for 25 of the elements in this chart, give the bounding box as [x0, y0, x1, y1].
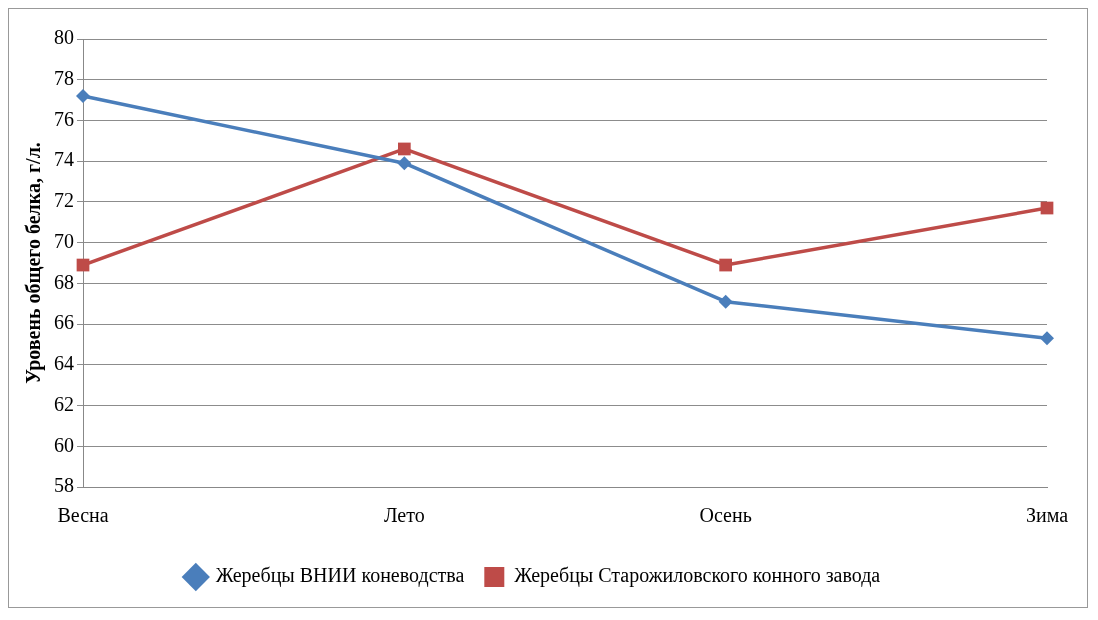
- y-tick-label: 62: [54, 392, 74, 415]
- y-tick-label: 76: [54, 107, 74, 130]
- point: [76, 89, 90, 104]
- y-tick-label: 70: [54, 229, 74, 252]
- x-tick-label: Лето: [383, 504, 425, 527]
- y-tick-label: 74: [54, 148, 74, 171]
- point: [718, 294, 733, 309]
- legend-label: Жеребцы Старожиловского конного завода: [514, 564, 881, 588]
- y-tick-label: 72: [54, 189, 74, 212]
- y-tick-label: 80: [54, 26, 74, 49]
- y-tick-label: 64: [54, 352, 74, 375]
- point: [397, 156, 412, 171]
- x-tick-label: Зима: [1025, 504, 1069, 527]
- legend-label: Жеребцы ВНИИ коневодства: [215, 564, 465, 588]
- y-tick-label: 66: [54, 311, 74, 334]
- x-tick-label: Осень: [699, 504, 752, 527]
- y-tick-label: 58: [54, 474, 74, 497]
- point: [397, 142, 411, 156]
- point: [1040, 331, 1054, 346]
- y-axis-title: Уровень общего белка, г/л.: [22, 142, 46, 384]
- y-tick-label: 60: [54, 433, 74, 456]
- point: [719, 258, 733, 272]
- y-tick-label: 78: [54, 66, 74, 89]
- y-tick-label: 68: [54, 270, 74, 293]
- x-tick-label: Весна: [57, 504, 109, 527]
